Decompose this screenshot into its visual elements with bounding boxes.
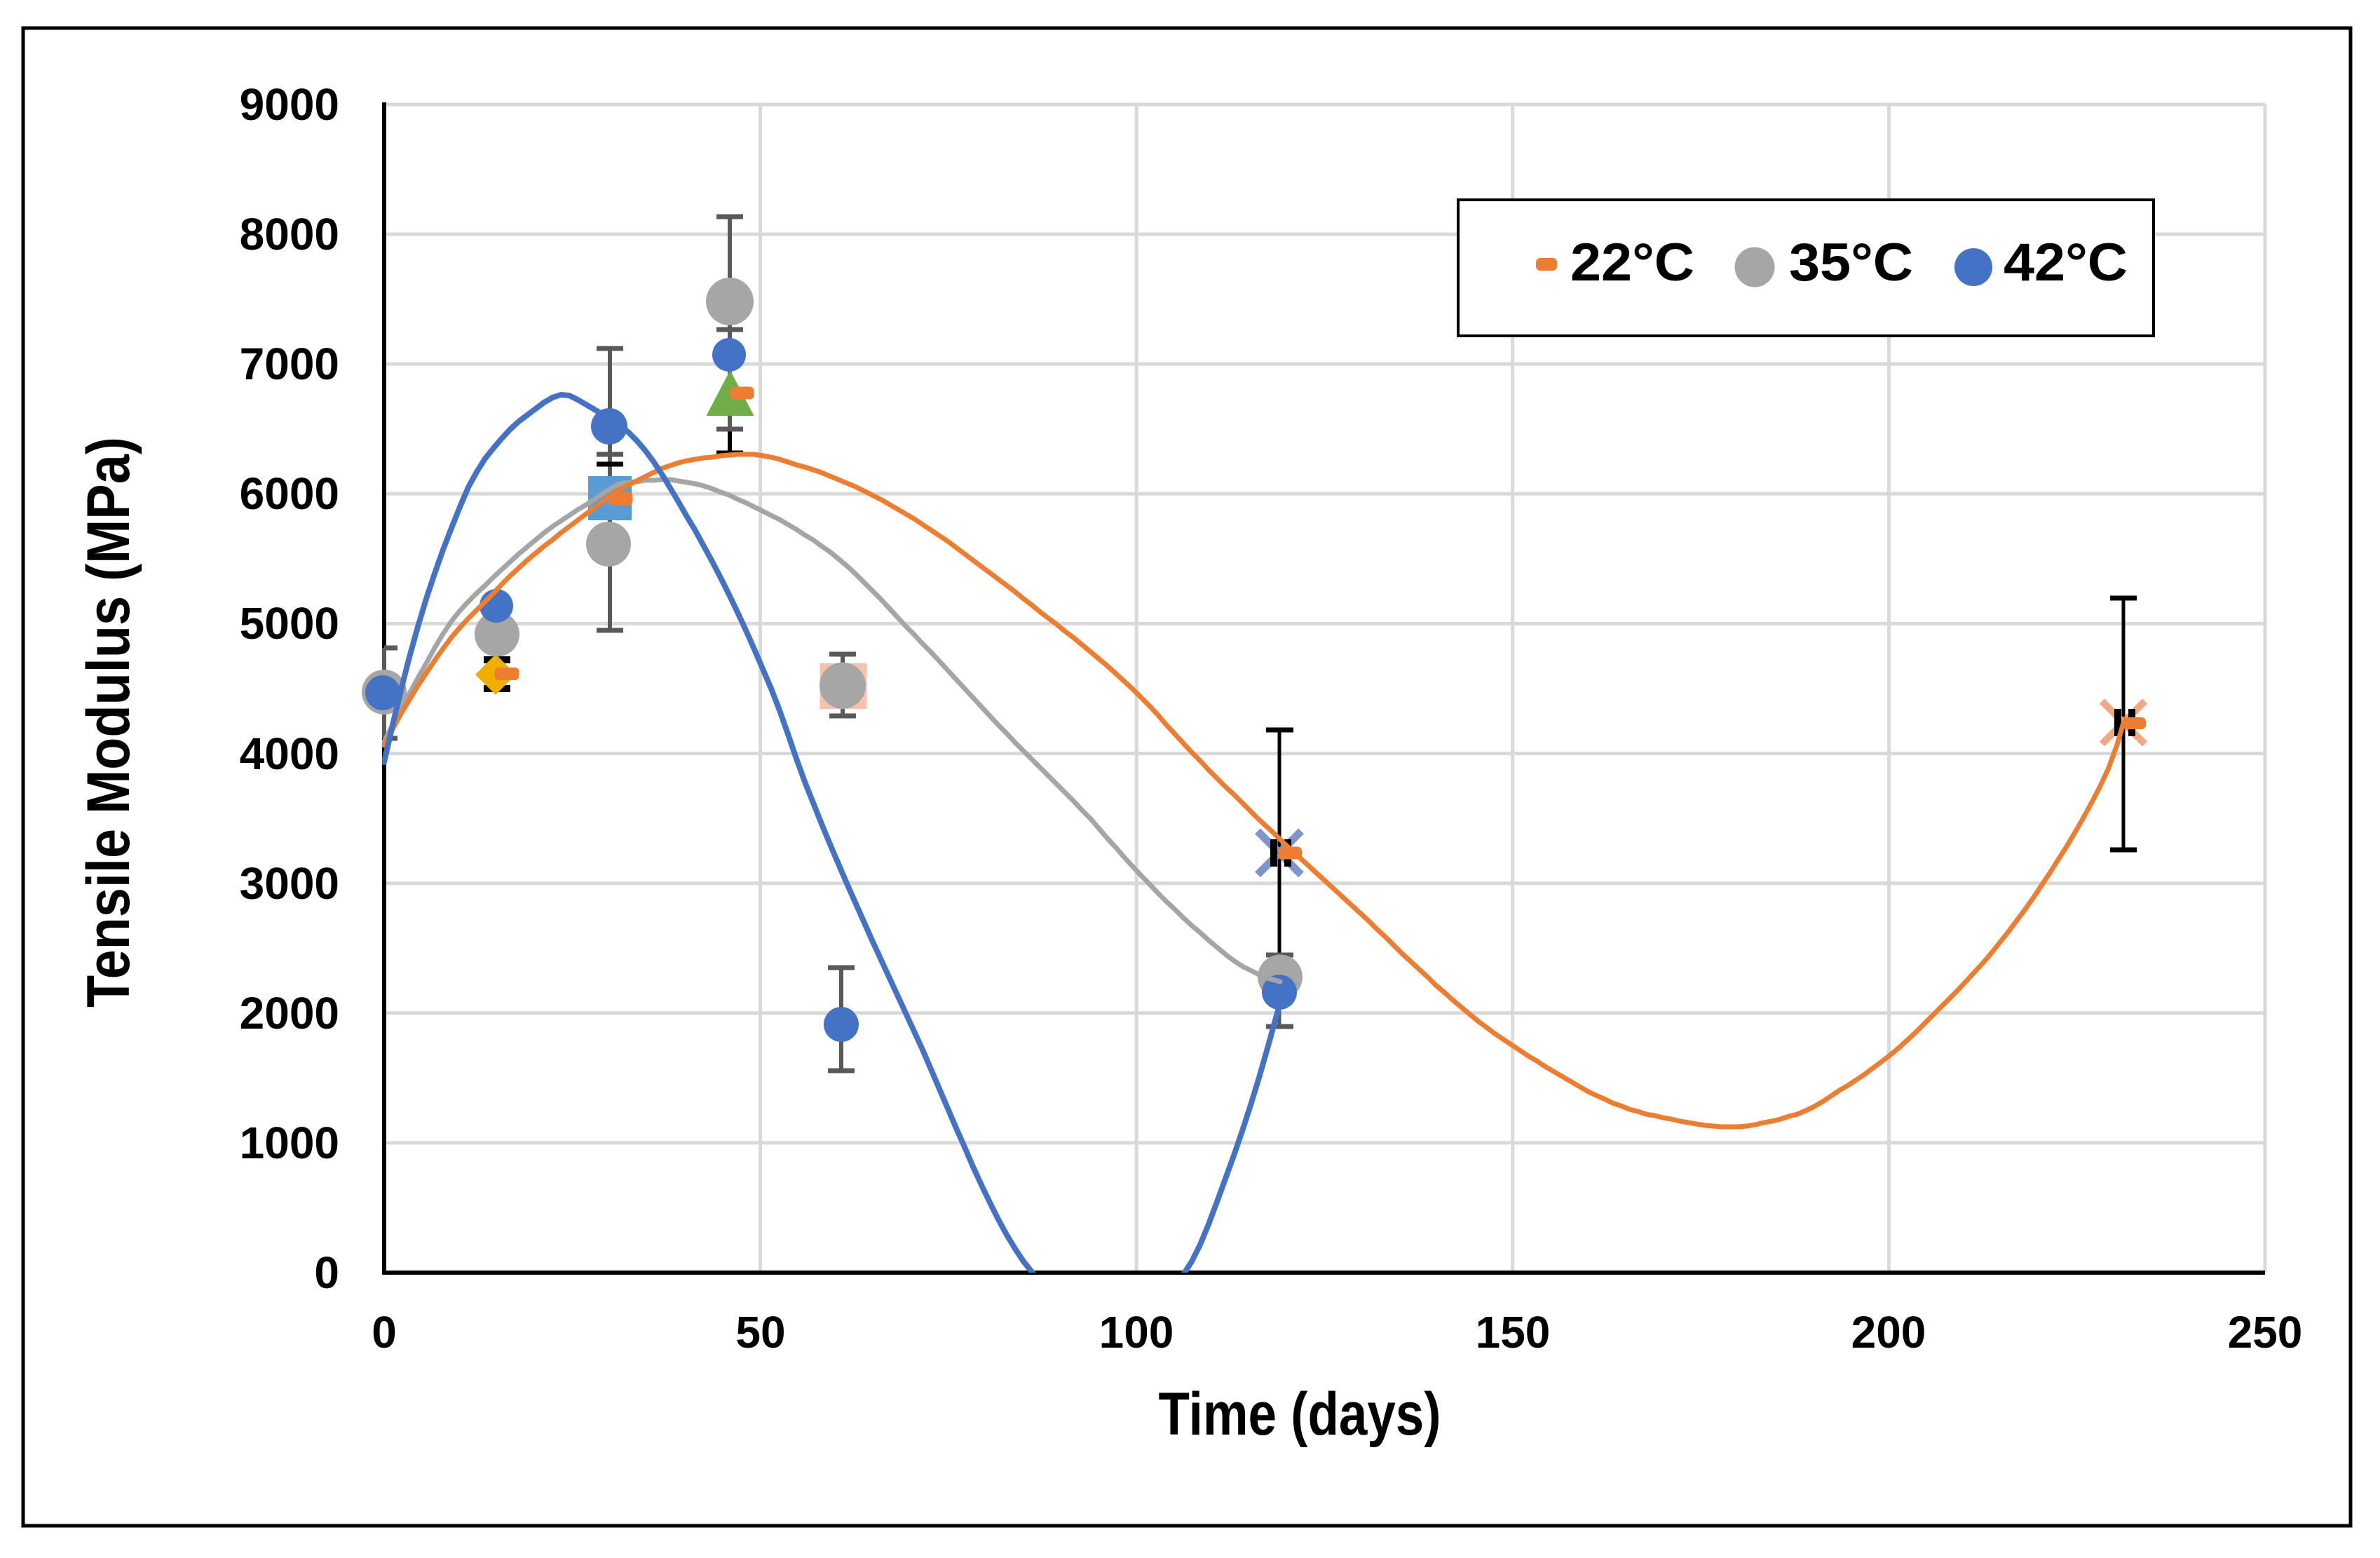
svg-text:1000: 1000 [240, 1118, 339, 1168]
svg-text:8000: 8000 [240, 209, 339, 259]
svg-text:50: 50 [735, 1307, 785, 1357]
svg-text:100: 100 [1099, 1307, 1174, 1357]
svg-text:42°C: 42°C [2004, 233, 2128, 292]
svg-text:0: 0 [372, 1307, 397, 1357]
svg-text:Time (days): Time (days) [1159, 1381, 1441, 1448]
svg-text:0: 0 [314, 1247, 339, 1298]
svg-text:9000: 9000 [240, 79, 339, 130]
svg-text:150: 150 [1476, 1307, 1551, 1357]
svg-text:7000: 7000 [240, 339, 339, 389]
svg-text:4000: 4000 [240, 729, 339, 779]
svg-text:22°C: 22°C [1570, 233, 1694, 292]
svg-text:200: 200 [1851, 1307, 1926, 1357]
svg-text:6000: 6000 [240, 468, 339, 519]
svg-text:Tensile Modulus (MPa): Tensile Modulus (MPa) [75, 437, 142, 1008]
svg-text:5000: 5000 [240, 598, 339, 649]
svg-text:35°C: 35°C [1789, 233, 1913, 292]
svg-text:2000: 2000 [240, 988, 339, 1038]
svg-text:250: 250 [2228, 1307, 2303, 1357]
svg-text:3000: 3000 [240, 858, 339, 909]
